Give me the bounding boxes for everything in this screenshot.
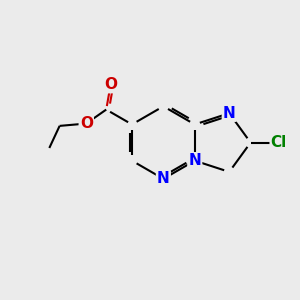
- Text: Cl: Cl: [271, 135, 287, 150]
- Text: N: N: [223, 106, 236, 121]
- Text: N: N: [188, 153, 201, 168]
- Text: O: O: [104, 77, 117, 92]
- Text: O: O: [80, 116, 93, 131]
- Text: N: N: [157, 171, 170, 186]
